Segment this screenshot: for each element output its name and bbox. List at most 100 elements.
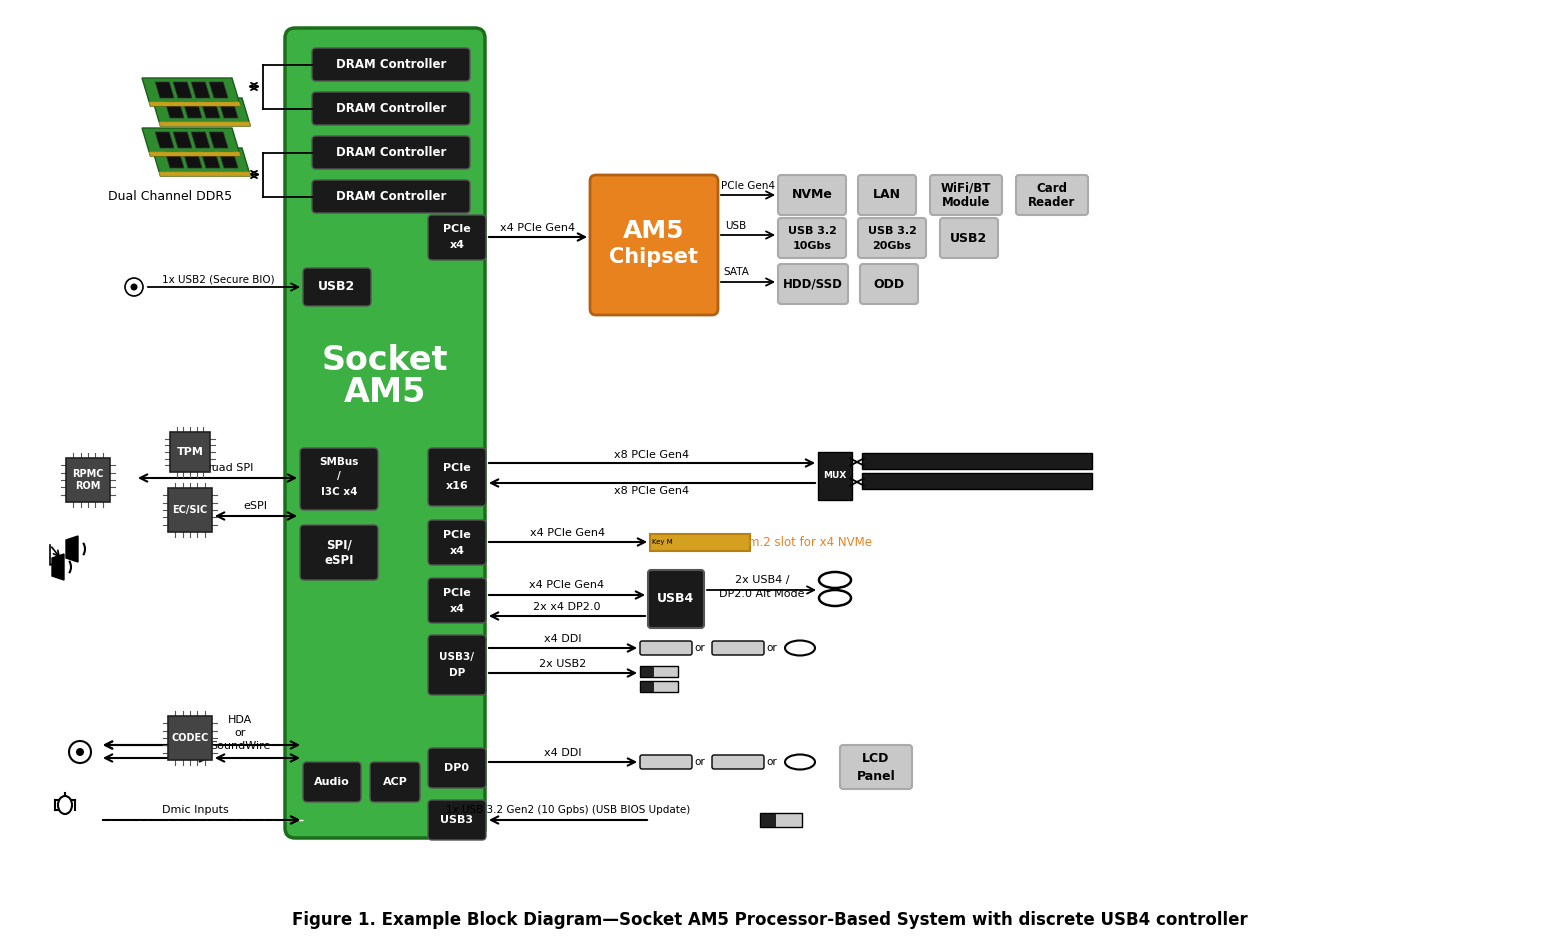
Bar — [168, 488, 213, 532]
Text: or: or — [695, 757, 706, 767]
FancyBboxPatch shape — [712, 641, 764, 655]
FancyBboxPatch shape — [311, 48, 470, 81]
Text: AM5: AM5 — [623, 219, 684, 243]
Text: USB3/: USB3/ — [439, 652, 475, 662]
Text: MUX: MUX — [823, 472, 846, 480]
Text: or: or — [234, 728, 245, 738]
Text: Card: Card — [1037, 182, 1068, 195]
FancyBboxPatch shape — [300, 525, 378, 580]
FancyBboxPatch shape — [428, 635, 485, 695]
Text: x16: x16 — [445, 481, 468, 491]
Bar — [861, 473, 1093, 489]
Polygon shape — [165, 152, 183, 168]
Text: PCIe: PCIe — [444, 530, 472, 539]
Polygon shape — [183, 152, 202, 168]
Bar — [640, 681, 678, 692]
Polygon shape — [142, 78, 240, 106]
Text: WiFi/BT: WiFi/BT — [942, 182, 991, 195]
Bar — [640, 666, 678, 677]
Text: Figure 1. Example Block Diagram—Socket AM5 Processor-Based System with discrete : Figure 1. Example Block Diagram—Socket A… — [293, 911, 1248, 929]
Text: PCIe Gen4: PCIe Gen4 — [721, 181, 775, 191]
Text: Dual Channel DDR5: Dual Channel DDR5 — [108, 189, 233, 203]
Text: 2x USB4 /: 2x USB4 / — [735, 575, 789, 585]
Polygon shape — [149, 152, 240, 156]
Text: SPI/Quad SPI: SPI/Quad SPI — [182, 463, 254, 473]
FancyBboxPatch shape — [311, 136, 470, 169]
Circle shape — [69, 741, 91, 763]
Text: 1x USB 3.2 Gen2 (10 Gpbs) (USB BIOS Update): 1x USB 3.2 Gen2 (10 Gpbs) (USB BIOS Upda… — [445, 805, 690, 815]
FancyBboxPatch shape — [778, 264, 848, 304]
Polygon shape — [156, 132, 174, 148]
Bar — [641, 667, 653, 676]
Text: eSPI: eSPI — [243, 501, 267, 511]
Text: Socket: Socket — [322, 343, 448, 377]
Text: LAN: LAN — [874, 188, 901, 202]
Polygon shape — [210, 82, 228, 98]
Text: Module: Module — [942, 197, 991, 209]
Text: TPM: TPM — [177, 447, 203, 457]
Text: eSPI: eSPI — [324, 554, 354, 567]
Text: x4: x4 — [450, 241, 464, 250]
Text: Reader: Reader — [1028, 197, 1076, 209]
Text: SMBus: SMBus — [319, 457, 359, 467]
Polygon shape — [159, 122, 250, 126]
FancyBboxPatch shape — [300, 448, 378, 510]
Polygon shape — [219, 152, 237, 168]
Text: or: or — [766, 757, 777, 767]
Text: CODEC: CODEC — [171, 733, 208, 743]
FancyBboxPatch shape — [1016, 175, 1088, 215]
Text: x4 PCIe Gen4: x4 PCIe Gen4 — [530, 528, 606, 538]
Polygon shape — [156, 82, 174, 98]
Text: USB 3.2: USB 3.2 — [787, 226, 837, 236]
Polygon shape — [173, 132, 193, 148]
Polygon shape — [165, 102, 183, 118]
FancyBboxPatch shape — [428, 448, 485, 506]
Circle shape — [76, 748, 85, 756]
Text: Key M: Key M — [652, 539, 673, 545]
Text: Panel: Panel — [857, 769, 895, 783]
Text: x8 PCIe Gen4: x8 PCIe Gen4 — [615, 450, 689, 460]
Bar — [168, 716, 213, 760]
Text: HDD/SSD: HDD/SSD — [783, 278, 843, 290]
Text: EC/SIC: EC/SIC — [173, 505, 208, 515]
Text: Dmic Inputs: Dmic Inputs — [162, 805, 228, 815]
Bar — [818, 452, 852, 500]
Polygon shape — [173, 82, 193, 98]
Text: x8 PCIe Gen4: x8 PCIe Gen4 — [615, 486, 689, 496]
Text: DP2.0 Alt Mode: DP2.0 Alt Mode — [720, 589, 804, 599]
Text: or: or — [695, 643, 706, 653]
Bar — [66, 458, 109, 502]
Text: PCIe: PCIe — [444, 224, 472, 235]
Text: RPMC
ROM: RPMC ROM — [72, 469, 103, 491]
Text: HDA: HDA — [228, 715, 253, 725]
Ellipse shape — [784, 754, 815, 769]
Text: USB4: USB4 — [658, 592, 695, 606]
Text: 1x USB2 (Secure BIO): 1x USB2 (Secure BIO) — [162, 275, 274, 285]
FancyBboxPatch shape — [428, 520, 485, 565]
Text: PCIe: PCIe — [444, 463, 472, 473]
Text: ODD: ODD — [874, 278, 905, 290]
FancyBboxPatch shape — [428, 800, 485, 840]
Text: NVMe: NVMe — [792, 188, 832, 202]
FancyBboxPatch shape — [940, 218, 999, 258]
Polygon shape — [153, 98, 250, 126]
FancyBboxPatch shape — [931, 175, 1002, 215]
FancyBboxPatch shape — [304, 762, 361, 802]
FancyBboxPatch shape — [778, 218, 846, 258]
Ellipse shape — [784, 641, 815, 655]
FancyBboxPatch shape — [840, 745, 912, 789]
FancyBboxPatch shape — [649, 570, 704, 628]
Text: x4 PCIe Gen4: x4 PCIe Gen4 — [530, 580, 604, 590]
Ellipse shape — [818, 572, 851, 588]
Text: DRAM Controller: DRAM Controller — [336, 102, 447, 115]
Text: USB2: USB2 — [319, 281, 356, 294]
Text: SPI/: SPI/ — [327, 538, 351, 551]
Text: /: / — [337, 471, 341, 481]
FancyBboxPatch shape — [311, 180, 470, 213]
Bar — [761, 814, 775, 826]
Polygon shape — [210, 132, 228, 148]
Text: LCD: LCD — [863, 752, 889, 766]
FancyBboxPatch shape — [428, 578, 485, 623]
Text: x4 DDI: x4 DDI — [544, 634, 582, 644]
Polygon shape — [191, 82, 210, 98]
